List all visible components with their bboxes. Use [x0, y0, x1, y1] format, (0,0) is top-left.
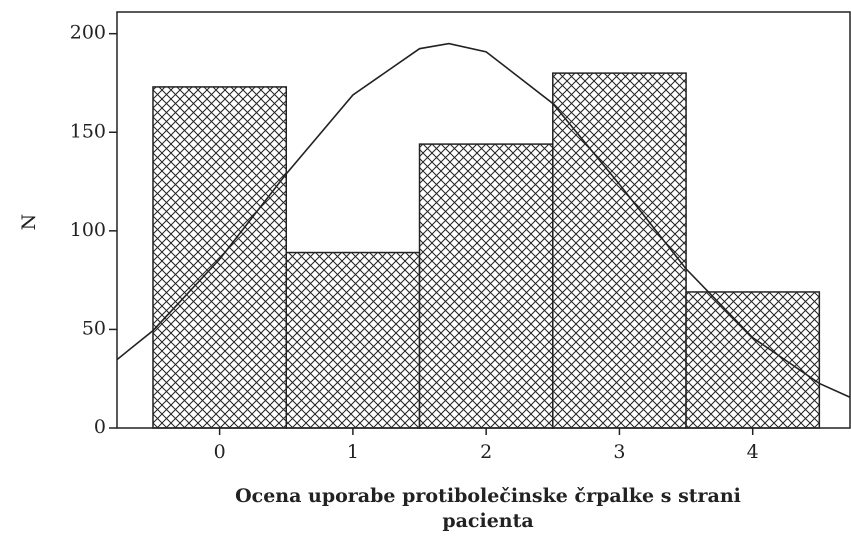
x-axis-label: Ocena uporabe protibolečinske črpalke s … [235, 485, 741, 532]
y-tick-label: 0 [94, 416, 106, 438]
y-tick-label: 200 [70, 22, 106, 44]
y-tick-label: 50 [82, 317, 106, 339]
bar [685, 291, 821, 429]
bar [152, 86, 288, 429]
x-tick-label: 2 [480, 441, 492, 463]
bar [418, 143, 554, 429]
plot-frame [116, 11, 851, 429]
x-tick-label: 0 [214, 441, 226, 463]
x-tick-label: 3 [613, 441, 625, 463]
x-tick-label: 1 [347, 441, 359, 463]
x-tick-label: 4 [747, 441, 759, 463]
bar [552, 72, 687, 429]
y-tick-label: 100 [70, 219, 106, 241]
plot-area [116, 42, 851, 429]
y-tick-label: 150 [70, 120, 106, 142]
y-axis-label: N [18, 214, 40, 231]
normal-curve [116, 42, 851, 398]
bar [285, 251, 421, 429]
